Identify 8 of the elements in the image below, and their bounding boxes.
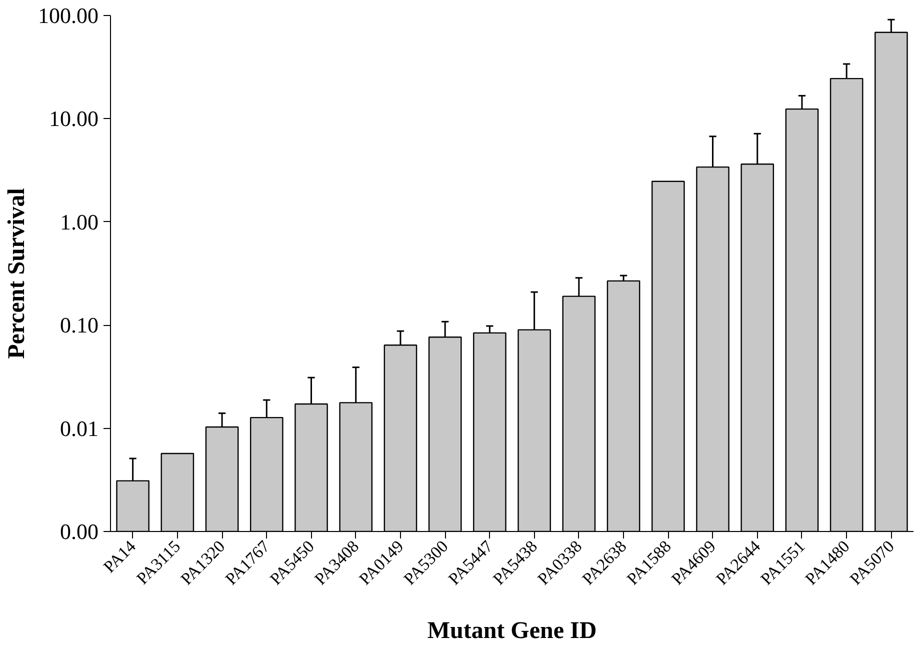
x-axis-title: Mutant Gene ID xyxy=(427,618,597,644)
y-tick-label: 0.01 xyxy=(60,416,98,441)
y-tick-label: 1.00 xyxy=(60,209,98,234)
y-tick-label: 100.00 xyxy=(38,3,98,28)
y-tick-label: 0.10 xyxy=(60,312,98,338)
y-tick-label: 10.00 xyxy=(49,106,98,132)
y-axis-title: Percent Survival xyxy=(4,188,30,359)
y-tick-label: 0.00 xyxy=(60,519,98,544)
